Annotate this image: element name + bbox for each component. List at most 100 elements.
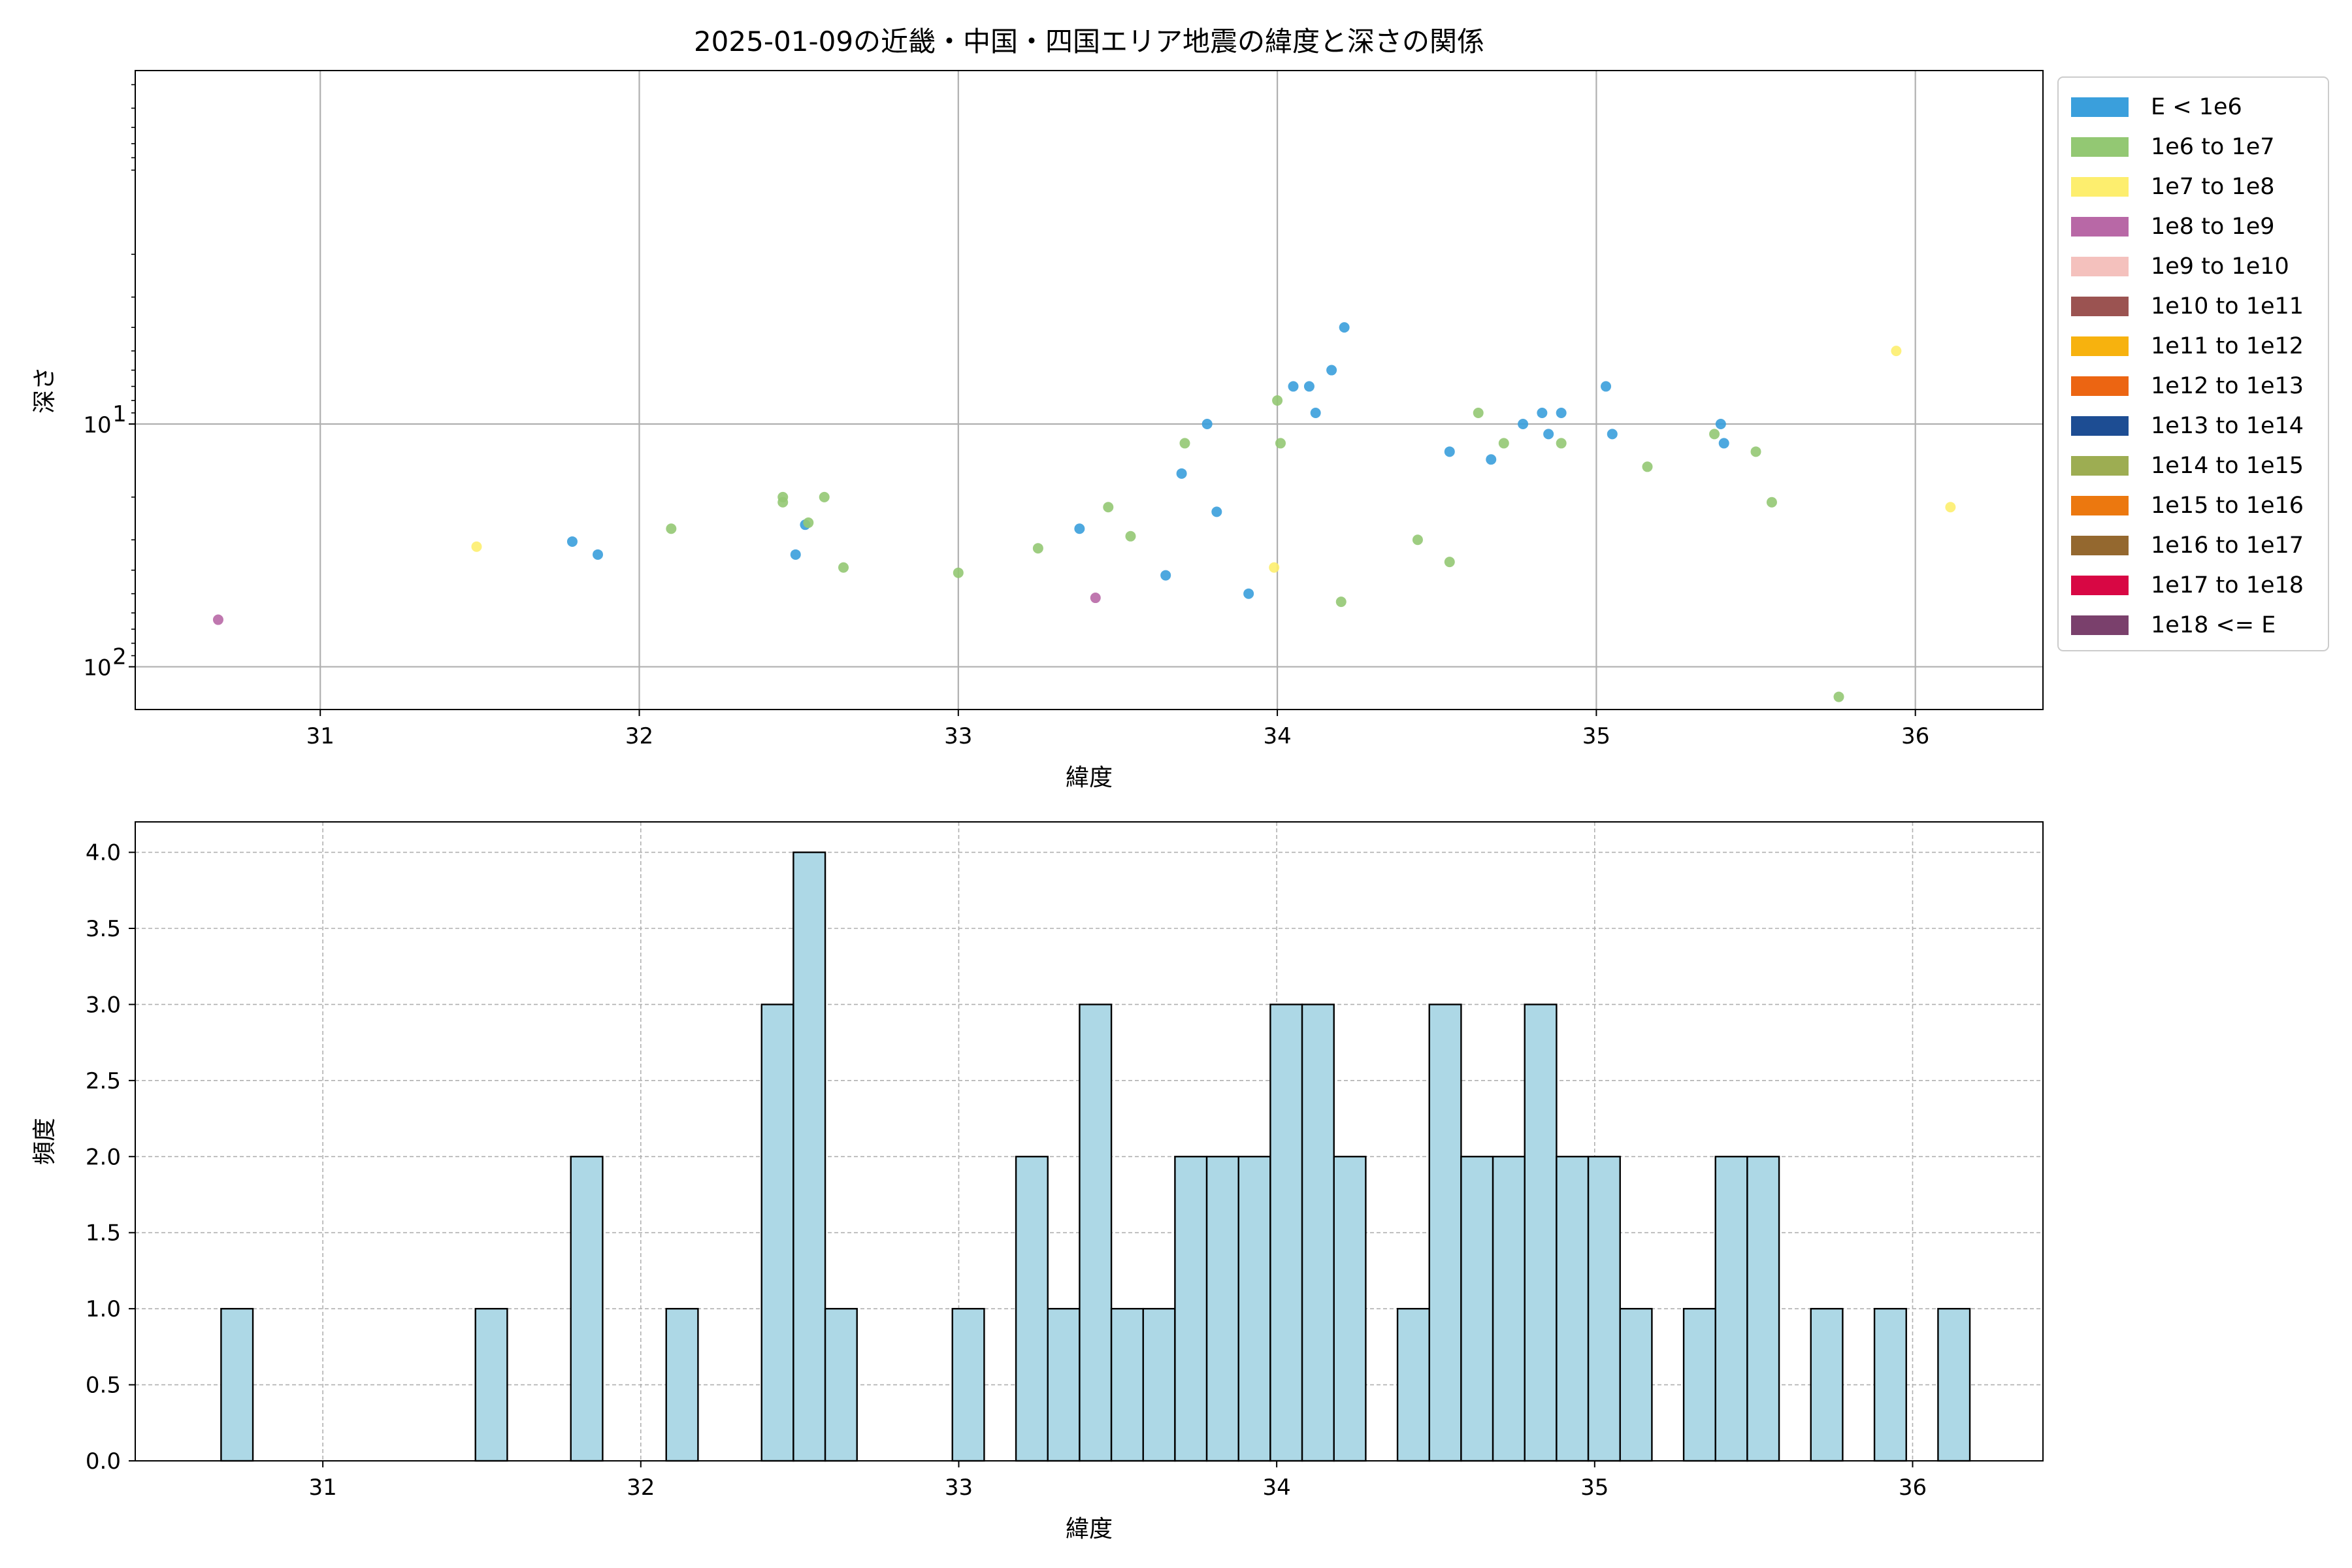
legend-swatch — [2071, 257, 2129, 276]
scatter-point — [1444, 557, 1455, 568]
scatter-point — [1176, 468, 1187, 479]
scatter-y-axis-label: 深さ — [31, 367, 58, 414]
histogram-x-ticks: 31 32 33 34 35 36 — [309, 1461, 1927, 1501]
scatter-point — [1326, 365, 1337, 376]
legend-swatch — [2071, 456, 2129, 476]
histogram-bar — [1396, 1307, 1430, 1462]
histogram-plot-area — [135, 821, 2044, 1462]
scatter-point — [790, 549, 801, 560]
scatter-point — [1339, 322, 1350, 333]
scatter-point — [1709, 429, 1720, 440]
scatter-point — [1201, 418, 1213, 429]
legend-label: 1e13 to 1e14 — [2151, 413, 2304, 439]
histogram-bar — [1269, 1004, 1303, 1462]
legend-label: 1e17 to 1e18 — [2151, 572, 2304, 598]
scatter-point — [1891, 346, 1902, 357]
scatter-point — [666, 523, 677, 534]
scatter-point — [1518, 418, 1529, 429]
histogram-y-ticks: 0.0 0.5 1.0 1.5 2.0 2.5 3.0 3.5 4.0 — [86, 840, 135, 1475]
histogram-bar — [220, 1307, 254, 1462]
scatter-point — [1750, 446, 1761, 457]
histogram-bar — [1110, 1307, 1144, 1462]
scatter-point — [1310, 407, 1321, 418]
histogram-bar — [1492, 1156, 1526, 1462]
histogram-bar — [1619, 1307, 1653, 1462]
legend-swatch — [2071, 97, 2129, 117]
scatter-point — [1537, 407, 1548, 418]
legend-swatch — [2071, 297, 2129, 316]
legend-label: 1e11 to 1e12 — [2151, 333, 2304, 359]
scatter-point — [1412, 534, 1423, 546]
scatter-point — [1444, 446, 1455, 457]
scatter-point — [1272, 395, 1283, 406]
histogram-bar — [1333, 1156, 1367, 1462]
scatter-point — [953, 567, 964, 578]
histogram-x-axis-label: 緯度 — [1066, 1516, 1113, 1543]
scatter-point — [1642, 461, 1653, 472]
scatter-y-tick-label: 10 — [83, 655, 111, 681]
legend-swatch — [2071, 416, 2129, 436]
legend-label: 1e7 to 1e8 — [2151, 174, 2275, 200]
histogram-y-tick-label: 0.0 — [86, 1448, 121, 1475]
scatter-point — [1766, 497, 1777, 508]
legend-swatch — [2071, 376, 2129, 396]
scatter-y-tick-exponent: 2 — [112, 644, 127, 670]
histogram-y-tick-label: 2.0 — [86, 1144, 121, 1170]
legend: E < 1e6 1e6 to 1e7 1e7 to 1e8 1e8 to 1e9 1e9… — [2057, 76, 2329, 651]
histogram-bar — [1810, 1307, 1844, 1462]
histogram-bar — [1746, 1156, 1780, 1462]
scatter-point — [1303, 381, 1315, 392]
histogram-y-tick-label: 3.0 — [86, 992, 121, 1018]
histogram-bar — [1301, 1004, 1335, 1462]
legend-swatch — [2071, 137, 2129, 157]
scatter-point — [1211, 506, 1222, 517]
scatter-point — [1833, 691, 1844, 702]
legend-label: 1e14 to 1e15 — [2151, 453, 2304, 479]
histogram-bar — [951, 1307, 985, 1462]
histogram-bar — [1237, 1156, 1271, 1462]
histogram-bar — [792, 851, 826, 1462]
scatter-point — [1601, 381, 1612, 392]
histogram-bar — [665, 1307, 699, 1462]
histogram-bar — [1873, 1307, 1907, 1462]
scatter-point — [471, 541, 482, 552]
scatter-point — [1556, 407, 1567, 418]
histogram-bar — [1937, 1307, 1971, 1462]
scatter-point — [1288, 381, 1299, 392]
legend-label: E < 1e6 — [2151, 94, 2242, 120]
scatter-point — [1607, 429, 1618, 440]
histogram-y-tick-label: 4.0 — [86, 840, 121, 866]
scatter-point — [803, 517, 814, 529]
scatter-point — [566, 536, 578, 547]
scatter-point — [838, 562, 849, 573]
scatter-point — [1335, 596, 1347, 608]
scatter-point — [1275, 438, 1286, 449]
legend-frame — [2057, 76, 2329, 651]
legend-label: 1e8 to 1e9 — [2151, 214, 2275, 240]
legend-swatch — [2071, 336, 2129, 356]
legend-label: 1e6 to 1e7 — [2151, 134, 2275, 160]
histogram-bar — [1079, 1004, 1113, 1462]
histogram-bar — [570, 1156, 604, 1462]
histogram-bar — [1015, 1156, 1049, 1462]
scatter-point — [1718, 438, 1729, 449]
scatter-x-tick-label: 36 — [1901, 723, 1929, 749]
histogram-bar — [1205, 1156, 1239, 1462]
scatter-point — [1103, 502, 1114, 513]
histogram-x-tick-label: 33 — [945, 1475, 973, 1501]
scatter-point — [1473, 407, 1484, 418]
scatter-gridlines — [135, 71, 2043, 710]
histogram-bar — [760, 1004, 794, 1462]
histogram-x-tick-label: 36 — [1899, 1475, 1927, 1501]
scatter-x-axis-label: 緯度 — [1066, 764, 1113, 791]
scatter-point — [1243, 588, 1254, 599]
histogram-bar — [1714, 1156, 1748, 1462]
histogram-x-tick-label: 32 — [627, 1475, 655, 1501]
scatter-y-tick-exponent: 1 — [112, 401, 127, 427]
histogram-bar — [1428, 1004, 1462, 1462]
legend-items: E < 1e6 1e6 to 1e7 1e7 to 1e8 1e8 to 1e9 1e9… — [2071, 94, 2304, 638]
scatter-point — [1090, 593, 1101, 604]
histogram-y-tick-label: 1.5 — [86, 1220, 121, 1247]
legend-swatch — [2071, 496, 2129, 515]
